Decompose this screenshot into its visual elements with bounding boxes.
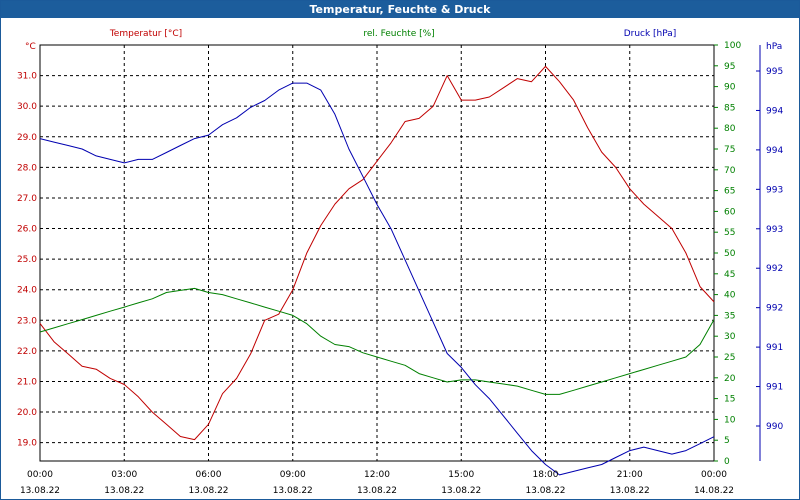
x-tick-time: 15:00 [448, 470, 474, 480]
pressure-axis-title: Druck [hPa] [624, 29, 677, 39]
temperature-tick-label: 28.0 [17, 163, 37, 173]
humidity-tick-label: 0 [724, 457, 730, 467]
x-tick-date: 13.08.22 [610, 486, 650, 496]
pressure-axis: Druck [hPa] hPa 995 994 994 993 993 992 992 991… [624, 29, 783, 461]
temperature-tick-label: 19.0 [17, 439, 37, 449]
humidity-tick-label: 75 [724, 145, 735, 155]
pressure-tick-label: 995 [766, 67, 783, 77]
humidity-tick-label: 5 [724, 436, 730, 446]
series-line-pressure [39, 82, 715, 476]
humidity-tick-label: 90 [724, 83, 736, 93]
humidity-tick-label: 55 [724, 228, 735, 238]
x-tick-date: 13.08.22 [273, 486, 313, 496]
x-tick-time: 12:00 [364, 470, 390, 480]
series-layer [39, 65, 715, 476]
x-tick-date: 13.08.22 [104, 486, 144, 496]
pressure-tick-label: 990 [766, 422, 783, 432]
x-tick-time: 09:00 [280, 470, 306, 480]
x-tick-date: 13.08.22 [20, 486, 60, 496]
temperature-tick-label: 22.0 [17, 347, 37, 357]
x-tick-time: 00:00 [27, 470, 53, 480]
humidity-tick-label: 85 [724, 103, 735, 113]
grid-lines [40, 45, 714, 461]
temperature-axis-title: Temperatur [°C] [109, 29, 182, 39]
series-line-temperature [39, 65, 715, 441]
humidity-tick-label: 20 [724, 374, 736, 384]
temperature-tick-label: 21.0 [17, 377, 37, 387]
x-tick-date: 13.08.22 [188, 486, 228, 496]
temperature-tick-label: 25.0 [17, 255, 37, 265]
humidity-tick-label: 95 [724, 62, 735, 72]
series-line-humidity [39, 287, 715, 395]
x-tick-date: 13.08.22 [441, 486, 481, 496]
humidity-tick-label: 25 [724, 353, 735, 363]
pressure-tick-label: 993 [766, 185, 783, 195]
x-tick-time: 21:00 [617, 470, 643, 480]
humidity-tick-label: 50 [724, 249, 736, 259]
x-tick-date: 13.08.22 [357, 486, 397, 496]
time-axis: 00:00 13.08.22 03:00 13.08.22 06:00 13.08.22 0… [20, 470, 734, 496]
temperature-tick-label: 29.0 [17, 133, 37, 143]
right-margin-panel [759, 18, 799, 499]
pressure-tick-label: 994 [766, 146, 783, 156]
temperature-tick-label: 24.0 [17, 286, 37, 296]
humidity-tick-label: 100 [724, 41, 741, 51]
humidity-tick-label: 70 [724, 166, 736, 176]
x-tick-time: 06:00 [196, 470, 222, 480]
temperature-tick-label: 30.0 [17, 102, 37, 112]
humidity-tick-label: 15 [724, 395, 735, 405]
humidity-tick-label: 40 [724, 291, 736, 301]
temperature-tick-label: 31.0 [17, 72, 37, 82]
pressure-tick-label: 992 [766, 304, 783, 314]
humidity-axis: rel. Feuchte [%] 10095908580757065605550… [363, 29, 741, 467]
humidity-tick-label: 30 [724, 332, 736, 342]
humidity-tick-label: 60 [724, 207, 736, 217]
humidity-tick-label: 80 [724, 124, 736, 134]
humidity-tick-label: 10 [724, 415, 736, 425]
x-tick-time: 03:00 [111, 470, 137, 480]
x-tick-date: 13.08.22 [525, 486, 565, 496]
humidity-tick-label: 45 [724, 270, 735, 280]
pressure-unit-label: hPa [766, 42, 782, 52]
pressure-tick-label: 991 [766, 343, 783, 353]
humidity-axis-title: rel. Feuchte [%] [363, 29, 434, 39]
plot-area [39, 44, 715, 462]
temperature-unit-label: °C [25, 42, 36, 52]
temperature-tick-label: 20.0 [17, 408, 37, 418]
temperature-axis: °C Temperatur [°C] 31.0 30.0 29.0 28.0 27.0 2… [17, 29, 182, 449]
pressure-tick-label: 993 [766, 225, 783, 235]
pressure-tick-label: 991 [766, 383, 783, 393]
humidity-tick-label: 35 [724, 311, 735, 321]
x-tick-time: 00:00 [701, 470, 727, 480]
temperature-tick-label: 27.0 [17, 194, 37, 204]
temperature-tick-label: 26.0 [17, 225, 37, 235]
pressure-tick-label: 994 [766, 106, 783, 116]
pressure-tick-label: 992 [766, 264, 783, 274]
humidity-tick-label: 65 [724, 187, 735, 197]
temperature-tick-label: 23.0 [17, 316, 37, 326]
window-title: Temperatur, Feuchte & Druck [1, 1, 799, 18]
x-tick-date: 14.08.22 [694, 486, 734, 496]
x-tick-time: 18:00 [533, 470, 559, 480]
